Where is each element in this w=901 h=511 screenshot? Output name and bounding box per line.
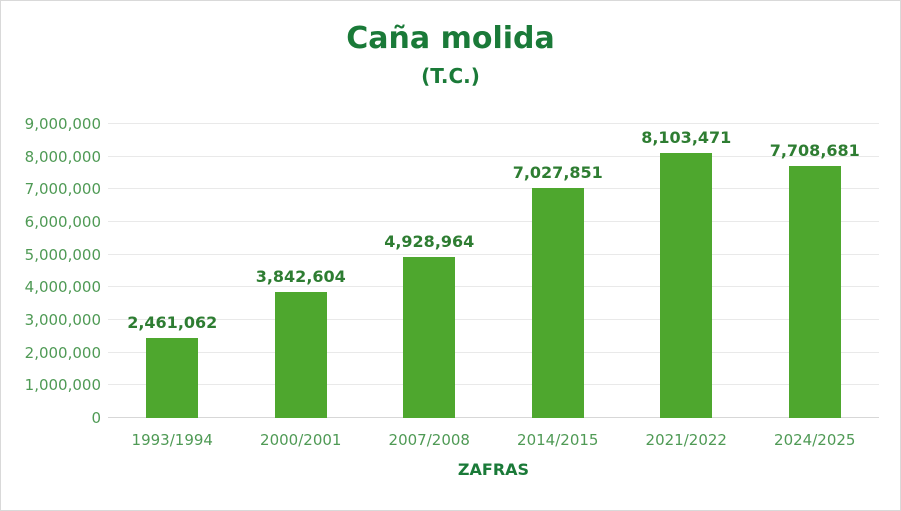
bar-value-label: 7,027,851 xyxy=(512,163,603,183)
bar-slot: 7,708,681 xyxy=(751,124,880,418)
gridline xyxy=(108,384,879,386)
y-tick-label: 8,000,000 xyxy=(24,147,101,166)
x-axis-baseline xyxy=(108,417,879,418)
gridline xyxy=(108,155,879,157)
bar-slot: 4,928,964 xyxy=(365,124,494,418)
y-tick-label: 9,000,000 xyxy=(24,115,101,133)
y-tick-label: 2,000,000 xyxy=(24,343,101,362)
y-axis-labels: 0 1,000,000 2,000,000 3,000,000 4,000,000 5,0… xyxy=(1,115,101,427)
gridline xyxy=(108,221,879,222)
y-tick-label: 7,000,000 xyxy=(24,180,101,199)
bars-row: 2,461,062 3,842,604 4,928,964 7,027,851 8,10… xyxy=(108,124,879,418)
bar-value-label: 8,103,471 xyxy=(641,128,732,148)
chart-title: Caña molida xyxy=(346,21,555,56)
x-tick-label: 2014/2015 xyxy=(517,431,599,449)
x-axis-title: ZAFRAS xyxy=(457,460,530,479)
bar-slot: 2,461,062 xyxy=(108,124,237,418)
x-tick-label: 2021/2022 xyxy=(645,431,727,449)
y-tick-label: 1,000,000 xyxy=(24,376,101,395)
bar-value-label: 2,461,062 xyxy=(127,312,218,332)
gridline xyxy=(108,253,879,255)
bar-slot: 7,027,851 xyxy=(494,124,623,418)
bar xyxy=(274,292,327,418)
x-tick-label: 2024/2025 xyxy=(774,431,856,449)
bar xyxy=(403,257,456,418)
bar xyxy=(531,188,584,418)
y-tick-label: 5,000,000 xyxy=(24,245,101,264)
gridline xyxy=(108,351,879,353)
gridline xyxy=(108,123,879,124)
bar-slot: 8,103,471 xyxy=(622,124,751,418)
x-axis-labels: 1993/1994 2000/2001 2007/2008 2014/2015 2021… xyxy=(108,431,879,450)
chart-subtitle: (T.C.) xyxy=(421,64,480,88)
x-tick-label: 2007/2008 xyxy=(388,431,470,449)
y-tick-label: 0 xyxy=(91,409,101,427)
y-tick-label: 4,000,000 xyxy=(24,278,101,297)
y-tick-label: 6,000,000 xyxy=(24,213,101,231)
gridline xyxy=(108,286,879,288)
bar xyxy=(788,166,841,418)
bar-slot: 3,842,604 xyxy=(237,124,366,418)
y-tick-label: 3,000,000 xyxy=(24,311,101,329)
bar-value-label: 3,842,604 xyxy=(255,267,346,287)
bar xyxy=(660,153,713,418)
bar-value-label: 7,708,681 xyxy=(769,141,860,161)
bar-value-label: 4,928,964 xyxy=(384,232,475,251)
bar xyxy=(146,337,199,418)
x-tick-label: 1993/1994 xyxy=(131,431,213,449)
plot-area: 2,461,062 3,842,604 4,928,964 7,027,851 8,10… xyxy=(108,123,879,418)
gridline xyxy=(108,319,879,320)
gridline xyxy=(108,188,879,190)
x-tick-label: 2000/2001 xyxy=(260,431,342,449)
